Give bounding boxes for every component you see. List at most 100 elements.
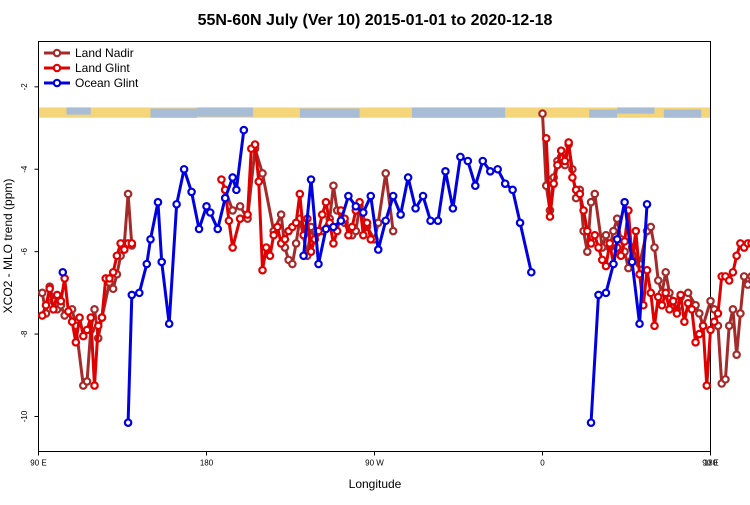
data-point xyxy=(360,209,366,215)
data-point xyxy=(457,154,463,160)
data-point xyxy=(364,220,370,226)
legend-swatch-marker xyxy=(54,80,60,86)
data-point xyxy=(562,158,568,164)
data-point xyxy=(509,187,515,193)
data-point xyxy=(196,226,202,232)
map-strip-ocean xyxy=(589,109,617,117)
data-point xyxy=(427,218,433,224)
data-point xyxy=(263,244,269,250)
data-point xyxy=(730,269,736,275)
data-point xyxy=(648,290,654,296)
data-point xyxy=(144,261,150,267)
data-point xyxy=(50,306,56,312)
data-point xyxy=(147,236,153,242)
data-point xyxy=(715,310,721,316)
data-point xyxy=(39,290,45,296)
y-tick-label: -8 xyxy=(20,330,29,338)
data-point xyxy=(696,331,702,337)
data-point xyxy=(39,312,45,318)
data-point xyxy=(741,273,747,279)
data-point xyxy=(345,232,351,238)
data-point xyxy=(155,199,161,205)
data-point xyxy=(293,240,299,246)
data-point xyxy=(610,228,616,234)
data-point xyxy=(229,207,235,213)
data-point xyxy=(237,203,243,209)
data-point xyxy=(323,226,329,232)
data-point xyxy=(603,232,609,238)
data-point xyxy=(390,193,396,199)
data-point xyxy=(745,281,750,287)
data-point xyxy=(181,166,187,172)
data-point xyxy=(659,302,665,308)
data-point xyxy=(588,419,594,425)
data-point xyxy=(244,211,250,217)
data-point xyxy=(580,207,586,213)
data-point xyxy=(99,314,105,320)
data-point xyxy=(685,290,691,296)
data-point xyxy=(592,232,598,238)
data-point xyxy=(726,277,732,283)
data-point xyxy=(256,178,262,184)
data-point xyxy=(565,139,571,145)
data-point xyxy=(91,382,97,388)
data-point xyxy=(229,174,235,180)
data-point xyxy=(554,162,560,168)
data-point xyxy=(495,166,501,172)
data-point xyxy=(711,319,717,325)
data-point xyxy=(730,306,736,312)
data-point xyxy=(390,228,396,234)
data-point xyxy=(502,180,508,186)
y-tick-label: -10 xyxy=(20,410,29,422)
data-point xyxy=(651,323,657,329)
data-point xyxy=(655,277,661,283)
data-point xyxy=(621,238,627,244)
data-point xyxy=(368,236,374,242)
map-strip-ocean xyxy=(300,108,360,117)
y-axis: -2-4-6-8-10 xyxy=(20,83,39,423)
data-point xyxy=(360,232,366,238)
data-point xyxy=(547,213,553,219)
data-point xyxy=(110,286,116,292)
data-point xyxy=(420,193,426,199)
data-point xyxy=(696,310,702,316)
data-point xyxy=(237,215,243,221)
data-point xyxy=(188,189,194,195)
data-point xyxy=(289,261,295,267)
x-tick-label: 180 xyxy=(200,459,214,468)
data-point xyxy=(383,218,389,224)
data-point xyxy=(614,236,620,242)
data-point xyxy=(681,319,687,325)
legend-swatch-marker xyxy=(54,65,60,71)
data-point xyxy=(603,290,609,296)
data-point xyxy=(222,195,228,201)
data-point xyxy=(293,220,299,226)
data-point xyxy=(592,191,598,197)
y-axis-label: XCO2 - MLO trend (ppm) xyxy=(1,179,15,314)
data-point xyxy=(84,327,90,333)
data-point xyxy=(278,211,284,217)
data-point xyxy=(733,253,739,259)
data-point xyxy=(666,306,672,312)
data-point xyxy=(707,298,713,304)
data-point xyxy=(558,147,564,153)
data-point xyxy=(644,201,650,207)
data-point xyxy=(173,201,179,207)
data-point xyxy=(125,191,131,197)
data-point xyxy=(655,294,661,300)
data-point xyxy=(84,378,90,384)
y-tick-label: -2 xyxy=(20,83,29,91)
legend-swatch-marker xyxy=(54,50,60,56)
data-point xyxy=(300,253,306,259)
data-point xyxy=(282,236,288,242)
data-point xyxy=(692,339,698,345)
data-point xyxy=(551,180,557,186)
data-point xyxy=(595,292,601,298)
data-point xyxy=(319,211,325,217)
data-point xyxy=(297,191,303,197)
data-point xyxy=(218,176,224,182)
data-point xyxy=(584,228,590,234)
data-point xyxy=(368,193,374,199)
